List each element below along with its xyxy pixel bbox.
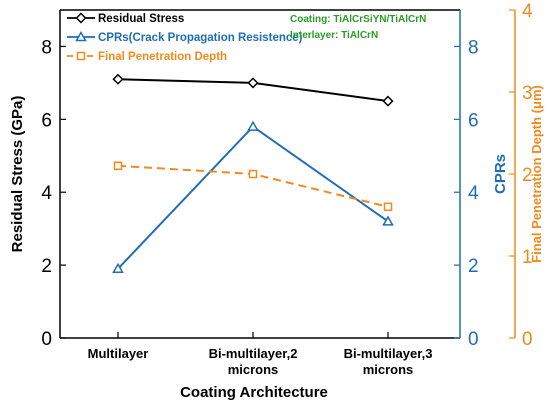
x-tick-label: Bi-multilayer,3 xyxy=(344,346,433,361)
legend-marker-1 xyxy=(75,12,87,24)
left-axis-title: Residual Stress (GPa) xyxy=(9,96,26,253)
annotation-1: Coating: TiAlCrSiYN/TiAlCrN xyxy=(290,14,426,25)
depth-tick-label: 2 xyxy=(522,165,533,186)
series-line-2 xyxy=(117,125,389,270)
x-tick-label: Bi-multilayer,2 xyxy=(209,346,298,361)
depth-tick-label: 0 xyxy=(522,329,533,350)
series-1-point xyxy=(112,73,124,85)
x-axis-title: Coating Architecture xyxy=(180,384,328,401)
cpr-tick-label: 2 xyxy=(468,256,479,277)
depth-tick-label: 3 xyxy=(522,83,533,104)
depth-tick-label: 1 xyxy=(522,247,533,268)
cpr-tick-label: 6 xyxy=(468,110,479,131)
x-tick-label: microns xyxy=(228,362,279,377)
left-tick-label: 0 xyxy=(41,329,52,350)
cpr-tick-label: 4 xyxy=(468,183,479,204)
series-1-point xyxy=(247,77,259,89)
cpr-tick-label: 0 xyxy=(468,329,479,350)
legend-marker-2 xyxy=(75,30,87,42)
series-3-point xyxy=(113,161,123,171)
depth-axis-title: Final Penetration Depth (μm) xyxy=(529,85,544,263)
left-tick-label: 6 xyxy=(41,110,52,131)
legend-label-1: Residual Stress xyxy=(98,13,184,25)
left-tick-label: 2 xyxy=(41,256,52,277)
x-tick-label: Multilayer xyxy=(88,346,149,361)
cpr-axis-title: CPRs xyxy=(492,154,509,194)
series-2-point xyxy=(247,120,259,131)
legend-label-2: CPRs(Crack Propagation Resistence) xyxy=(98,32,303,44)
left-tick-label: 4 xyxy=(41,183,52,204)
depth-tick-label: 4 xyxy=(522,1,533,22)
legend-label-3: Final Penetration Depth xyxy=(98,51,227,63)
series-2-point xyxy=(382,215,394,226)
cpr-tick-label: 8 xyxy=(468,37,479,58)
series-3-point xyxy=(248,169,258,179)
annotation-2: Interlayer: TiAlCrN xyxy=(290,30,378,41)
series-1-point xyxy=(382,95,394,107)
series-3-point xyxy=(383,202,393,212)
x-tick-label: microns xyxy=(363,362,414,377)
series-2-point xyxy=(112,262,124,274)
legend-marker-3 xyxy=(76,51,86,61)
left-tick-label: 8 xyxy=(41,37,52,58)
